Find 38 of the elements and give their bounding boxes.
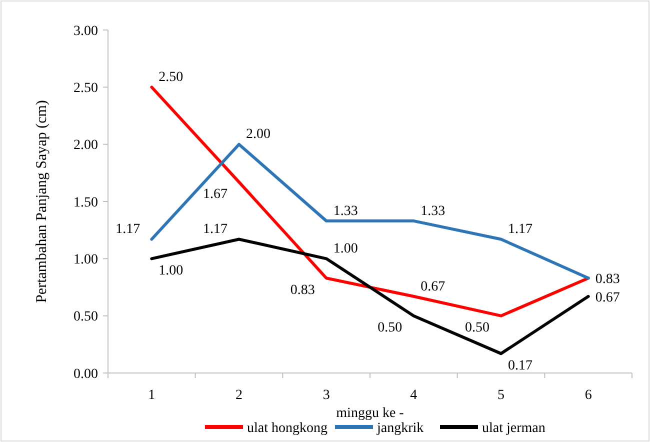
line-series	[150, 142, 590, 280]
y-tick-label: 2.00	[74, 138, 98, 154]
y-tick-label: 3.00	[74, 24, 98, 39]
y-axis-title: Pertambahan Panjang Sayap (cm)	[34, 100, 50, 303]
y-tick-label: 2.50	[74, 81, 98, 96]
data-label: 1.67	[203, 186, 228, 202]
x-tick-label: 6	[584, 388, 592, 403]
data-label: 1.33	[333, 204, 358, 219]
y-tick-label: 0.00	[74, 366, 98, 382]
line-series	[150, 238, 590, 356]
data-label: 2.50	[158, 70, 184, 86]
data-label: 1.17	[116, 222, 140, 238]
y-tick-label: 1.50	[74, 195, 98, 210]
data-label: 0.83	[290, 283, 315, 298]
data-label: 0.67	[420, 279, 446, 294]
data-label: 2.00	[246, 127, 270, 142]
legend-label: ulat hongkong	[247, 421, 328, 436]
data-label: 0.17	[508, 358, 532, 374]
data-label: 0.83	[595, 272, 620, 288]
x-tick-label: 5	[498, 388, 504, 403]
y-tick-label: 0.50	[74, 310, 98, 325]
line-series	[150, 86, 590, 318]
data-label: 0.50	[378, 320, 402, 336]
legend-label: ulat jerman	[482, 421, 546, 436]
x-axis-title: minggu ke -	[336, 406, 404, 421]
data-label: 1.33	[420, 204, 446, 219]
data-label: 1.00	[158, 264, 184, 279]
legend-label: jangkrik	[376, 421, 424, 436]
y-tick-label: 1.00	[74, 252, 98, 268]
data-label: 1.00	[333, 242, 358, 257]
data-label: 0.50	[465, 320, 490, 336]
data-label: 1.17	[508, 222, 532, 238]
data-label: 0.67	[595, 290, 620, 306]
x-tick-label: 4	[410, 388, 418, 403]
x-tick-label: 2	[236, 388, 242, 403]
data-label: 1.17	[203, 222, 228, 238]
x-tick-label: 1	[148, 388, 156, 403]
x-tick-label: 3	[322, 388, 330, 403]
